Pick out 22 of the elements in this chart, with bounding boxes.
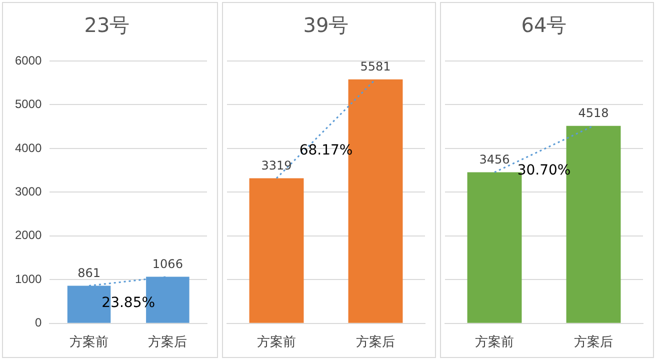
data-label: 861: [78, 266, 100, 280]
x-tick-label: 方案前: [70, 334, 109, 349]
data-label: 1066: [152, 256, 183, 271]
x-tick-label: 方案后: [148, 334, 188, 349]
data-label: 5581: [360, 59, 391, 74]
data-label: 3456: [479, 152, 510, 166]
x-tick-label: 方案后: [574, 334, 613, 349]
y-tick-label: 6000: [14, 53, 42, 68]
chart-title: 64号: [521, 13, 567, 38]
y-tick-label: 4000: [14, 140, 42, 155]
x-tick-label: 方案前: [475, 334, 514, 349]
y-tick-label: 2000: [14, 228, 42, 242]
y-tick-label: 1000: [14, 272, 42, 286]
chart-title: 23号: [84, 13, 130, 38]
y-tick-label: 5000: [14, 97, 42, 112]
data-label: 3319: [261, 158, 292, 172]
x-tick-label: 方案前: [257, 334, 296, 349]
y-tick-label: 3000: [14, 184, 42, 199]
chart-title: 39号: [303, 13, 349, 38]
y-tick-label: 0: [35, 316, 42, 330]
x-tick-label: 方案后: [356, 334, 395, 349]
data-label: 4518: [578, 106, 609, 120]
